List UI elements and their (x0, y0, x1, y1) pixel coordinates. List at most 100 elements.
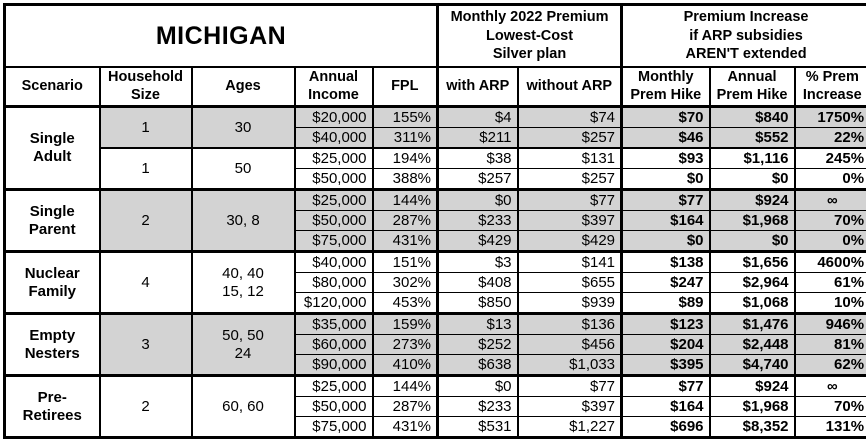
income-cell: $50,000 (295, 211, 373, 231)
annual-hike-cell: $2,448 (710, 335, 795, 355)
ages-cell: 30 (192, 107, 295, 149)
ages-cell: 50 (192, 148, 295, 190)
annual-hike-cell: $1,068 (710, 293, 795, 314)
pct-increase-cell: 0% (795, 231, 866, 252)
monthly-hike-cell: $138 (622, 252, 710, 273)
col-header-ages: Ages (192, 67, 295, 107)
col-header-household-size: Household Size (100, 67, 192, 107)
ages-cell: 50, 50 24 (192, 314, 295, 376)
without-arp-cell: $939 (518, 293, 622, 314)
col-header-with-arp: with ARP (438, 67, 518, 107)
income-cell: $40,000 (295, 128, 373, 149)
household-size-cell: 1 (100, 107, 192, 149)
fpl-cell: 273% (373, 335, 438, 355)
income-cell: $50,000 (295, 169, 373, 190)
fpl-cell: 302% (373, 273, 438, 293)
scenario-cell: Single Adult (5, 107, 100, 190)
premium-group-header: Monthly 2022 Premium Lowest-Cost Silver … (438, 5, 622, 68)
with-arp-cell: $0 (438, 376, 518, 397)
monthly-hike-cell: $77 (622, 376, 710, 397)
household-size-cell: 3 (100, 314, 192, 376)
without-arp-cell: $77 (518, 376, 622, 397)
without-arp-cell: $429 (518, 231, 622, 252)
table-row: 1 50 $25,000 194% $38 $131 $93 $1,116 24… (5, 148, 866, 169)
pct-increase-cell: 70% (795, 211, 866, 231)
pct-increase-cell: 81% (795, 335, 866, 355)
pct-increase-cell: ∞ (795, 376, 866, 397)
scenario-cell: Pre- Retirees (5, 376, 100, 438)
monthly-hike-cell: $247 (622, 273, 710, 293)
without-arp-cell: $77 (518, 190, 622, 211)
fpl-cell: 144% (373, 376, 438, 397)
income-cell: $50,000 (295, 397, 373, 417)
with-arp-cell: $211 (438, 128, 518, 149)
monthly-hike-cell: $89 (622, 293, 710, 314)
pct-increase-cell: 245% (795, 148, 866, 169)
with-arp-cell: $3 (438, 252, 518, 273)
fpl-cell: 194% (373, 148, 438, 169)
table-row: MICHIGAN Monthly 2022 Premium Lowest-Cos… (5, 5, 866, 68)
table-row: Pre- Retirees 2 60, 60 $25,000 144% $0 $… (5, 376, 866, 397)
fpl-cell: 431% (373, 231, 438, 252)
annual-hike-cell: $4,740 (710, 355, 795, 376)
without-arp-cell: $131 (518, 148, 622, 169)
annual-hike-cell: $840 (710, 107, 795, 128)
fpl-cell: 431% (373, 417, 438, 438)
col-header-fpl: FPL (373, 67, 438, 107)
household-size-cell: 2 (100, 190, 192, 252)
monthly-hike-cell: $164 (622, 397, 710, 417)
col-header-pct-increase: % Prem Increase (795, 67, 866, 107)
pct-increase-cell: 0% (795, 169, 866, 190)
annual-hike-cell: $1,656 (710, 252, 795, 273)
monthly-hike-cell: $164 (622, 211, 710, 231)
with-arp-cell: $850 (438, 293, 518, 314)
fpl-cell: 453% (373, 293, 438, 314)
without-arp-cell: $397 (518, 211, 622, 231)
fpl-cell: 151% (373, 252, 438, 273)
household-size-cell: 1 (100, 148, 192, 190)
with-arp-cell: $0 (438, 190, 518, 211)
without-arp-cell: $257 (518, 128, 622, 149)
annual-hike-cell: $8,352 (710, 417, 795, 438)
pct-increase-cell: 10% (795, 293, 866, 314)
without-arp-cell: $456 (518, 335, 622, 355)
household-size-cell: 2 (100, 376, 192, 438)
annual-hike-cell: $1,968 (710, 397, 795, 417)
annual-hike-cell: $1,116 (710, 148, 795, 169)
table-row: Scenario Household Size Ages Annual Inco… (5, 67, 866, 107)
without-arp-cell: $1,227 (518, 417, 622, 438)
table-row: Single Adult 1 30 $20,000 155% $4 $74 $7… (5, 107, 866, 128)
annual-hike-cell: $924 (710, 190, 795, 211)
monthly-hike-cell: $93 (622, 148, 710, 169)
ages-cell: 30, 8 (192, 190, 295, 252)
fpl-cell: 311% (373, 128, 438, 149)
fpl-cell: 287% (373, 397, 438, 417)
fpl-cell: 388% (373, 169, 438, 190)
col-header-annual-income: Annual Income (295, 67, 373, 107)
with-arp-cell: $252 (438, 335, 518, 355)
monthly-hike-cell: $696 (622, 417, 710, 438)
income-cell: $120,000 (295, 293, 373, 314)
table-row: Empty Nesters 3 50, 50 24 $35,000 159% $… (5, 314, 866, 335)
increase-group-header: Premium Increase if ARP subsidies AREN'T… (622, 5, 866, 68)
pct-increase-cell: 22% (795, 128, 866, 149)
with-arp-cell: $13 (438, 314, 518, 335)
with-arp-cell: $531 (438, 417, 518, 438)
pct-increase-cell: 4600% (795, 252, 866, 273)
annual-hike-cell: $0 (710, 231, 795, 252)
pct-increase-cell: 62% (795, 355, 866, 376)
table-title: MICHIGAN (5, 5, 438, 68)
income-cell: $25,000 (295, 190, 373, 211)
with-arp-cell: $38 (438, 148, 518, 169)
without-arp-cell: $141 (518, 252, 622, 273)
monthly-hike-cell: $46 (622, 128, 710, 149)
monthly-hike-cell: $77 (622, 190, 710, 211)
without-arp-cell: $397 (518, 397, 622, 417)
with-arp-cell: $408 (438, 273, 518, 293)
without-arp-cell: $1,033 (518, 355, 622, 376)
monthly-hike-cell: $0 (622, 169, 710, 190)
fpl-cell: 155% (373, 107, 438, 128)
without-arp-cell: $655 (518, 273, 622, 293)
fpl-cell: 410% (373, 355, 438, 376)
